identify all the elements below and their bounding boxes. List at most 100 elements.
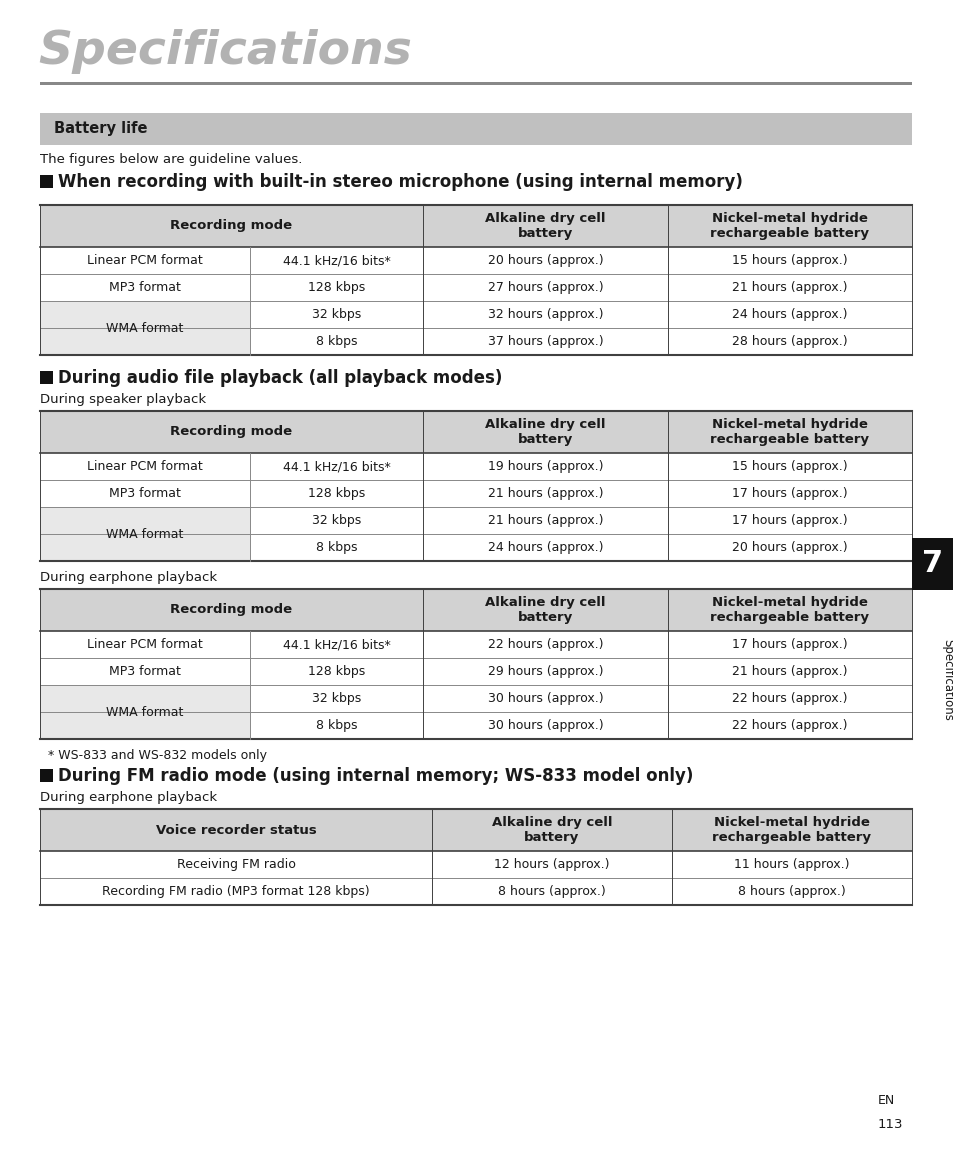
Text: 21 hours (approx.): 21 hours (approx.) [732, 665, 847, 677]
Text: 15 hours (approx.): 15 hours (approx.) [731, 460, 847, 472]
Bar [40, 205, 422, 247]
Bar [422, 205, 667, 247]
Text: Alkaline dry cell
battery: Alkaline dry cell battery [485, 596, 605, 624]
Text: 20 hours (approx.): 20 hours (approx.) [731, 541, 847, 554]
Text: 24 hours (approx.): 24 hours (approx.) [487, 541, 602, 554]
Text: 8 kbps: 8 kbps [315, 541, 356, 554]
Bar [667, 631, 911, 658]
Bar [422, 686, 667, 712]
Bar [667, 712, 911, 739]
Text: Linear PCM format: Linear PCM format [87, 460, 203, 472]
Bar [422, 247, 667, 274]
Text: WMA format: WMA format [106, 322, 184, 335]
Bar [422, 301, 667, 328]
Bar [422, 411, 667, 453]
Bar [671, 851, 911, 878]
Bar [40, 851, 432, 878]
Bar [667, 589, 911, 631]
Bar [250, 712, 422, 739]
Text: 22 hours (approx.): 22 hours (approx.) [487, 638, 602, 651]
Bar [422, 534, 667, 560]
Bar [40, 113, 911, 145]
Bar [667, 328, 911, 356]
Bar [667, 301, 911, 328]
Bar [40, 82, 911, 85]
Text: 28 hours (approx.): 28 hours (approx.) [731, 335, 847, 349]
Text: Battery life: Battery life [54, 122, 148, 137]
Text: 37 hours (approx.): 37 hours (approx.) [487, 335, 602, 349]
Text: 32 kbps: 32 kbps [312, 692, 361, 705]
Bar [40, 507, 250, 560]
Bar [40, 301, 250, 356]
Bar [911, 538, 953, 589]
Text: Linear PCM format: Linear PCM format [87, 254, 203, 267]
Bar [40, 809, 432, 851]
Bar [40, 686, 250, 739]
Text: Linear PCM format: Linear PCM format [87, 638, 203, 651]
Bar [250, 658, 422, 686]
Bar [667, 247, 911, 274]
Text: 8 kbps: 8 kbps [315, 719, 356, 732]
Bar [422, 589, 667, 631]
Text: 32 kbps: 32 kbps [312, 308, 361, 321]
Text: 17 hours (approx.): 17 hours (approx.) [731, 638, 847, 651]
Text: Recording mode: Recording mode [171, 220, 293, 233]
Text: 12 hours (approx.): 12 hours (approx.) [494, 858, 609, 871]
Text: 22 hours (approx.): 22 hours (approx.) [732, 692, 847, 705]
Text: 44.1 kHz/16 bits*: 44.1 kHz/16 bits* [282, 254, 390, 267]
Text: 29 hours (approx.): 29 hours (approx.) [487, 665, 602, 677]
Text: 8 hours (approx.): 8 hours (approx.) [497, 885, 605, 897]
Text: 8 hours (approx.): 8 hours (approx.) [738, 885, 845, 897]
Text: 8 kbps: 8 kbps [315, 335, 356, 349]
Text: WMA format: WMA format [106, 528, 184, 541]
Bar [667, 534, 911, 560]
Text: 17 hours (approx.): 17 hours (approx.) [731, 488, 847, 500]
Bar [432, 878, 671, 906]
Text: 15 hours (approx.): 15 hours (approx.) [731, 254, 847, 267]
Bar [40, 769, 53, 782]
Text: 21 hours (approx.): 21 hours (approx.) [732, 281, 847, 294]
Text: During earphone playback: During earphone playback [40, 792, 217, 805]
Bar [250, 481, 422, 507]
Bar [40, 411, 422, 453]
Text: 128 kbps: 128 kbps [308, 281, 365, 294]
Text: 22 hours (approx.): 22 hours (approx.) [732, 719, 847, 732]
Bar [250, 631, 422, 658]
Text: 21 hours (approx.): 21 hours (approx.) [487, 514, 602, 527]
Bar [40, 481, 250, 507]
Text: EN: EN [877, 1093, 894, 1107]
Bar [671, 809, 911, 851]
Text: 21 hours (approx.): 21 hours (approx.) [487, 488, 602, 500]
Text: Recording mode: Recording mode [171, 425, 293, 439]
Text: During audio file playback (all playback modes): During audio file playback (all playback… [58, 369, 502, 387]
Text: 20 hours (approx.): 20 hours (approx.) [487, 254, 602, 267]
Text: 11 hours (approx.): 11 hours (approx.) [734, 858, 849, 871]
Text: 128 kbps: 128 kbps [308, 665, 365, 677]
Bar [667, 453, 911, 481]
Bar [667, 205, 911, 247]
Text: MP3 format: MP3 format [109, 665, 181, 677]
Bar [422, 274, 667, 301]
Text: During speaker playback: During speaker playback [40, 394, 206, 406]
Text: 17 hours (approx.): 17 hours (approx.) [731, 514, 847, 527]
Bar [250, 453, 422, 481]
Text: Nickel-metal hydride
rechargeable battery: Nickel-metal hydride rechargeable batter… [710, 418, 868, 446]
Text: During earphone playback: During earphone playback [40, 572, 217, 585]
Bar [422, 658, 667, 686]
Text: 44.1 kHz/16 bits*: 44.1 kHz/16 bits* [282, 638, 390, 651]
Bar [40, 274, 250, 301]
Text: 113: 113 [877, 1119, 902, 1131]
Bar [250, 686, 422, 712]
Text: 32 kbps: 32 kbps [312, 514, 361, 527]
Text: Nickel-metal hydride
rechargeable battery: Nickel-metal hydride rechargeable batter… [710, 212, 868, 240]
Text: Nickel-metal hydride
rechargeable battery: Nickel-metal hydride rechargeable batter… [710, 596, 868, 624]
Text: 7: 7 [922, 550, 943, 579]
Bar [667, 481, 911, 507]
Text: 24 hours (approx.): 24 hours (approx.) [732, 308, 847, 321]
Bar [40, 878, 432, 906]
Text: During FM radio mode (using internal memory; WS-833 model only): During FM radio mode (using internal mem… [58, 767, 693, 785]
Bar [667, 507, 911, 534]
Bar [250, 328, 422, 356]
Text: Recording mode: Recording mode [171, 603, 293, 616]
Text: MP3 format: MP3 format [109, 281, 181, 294]
